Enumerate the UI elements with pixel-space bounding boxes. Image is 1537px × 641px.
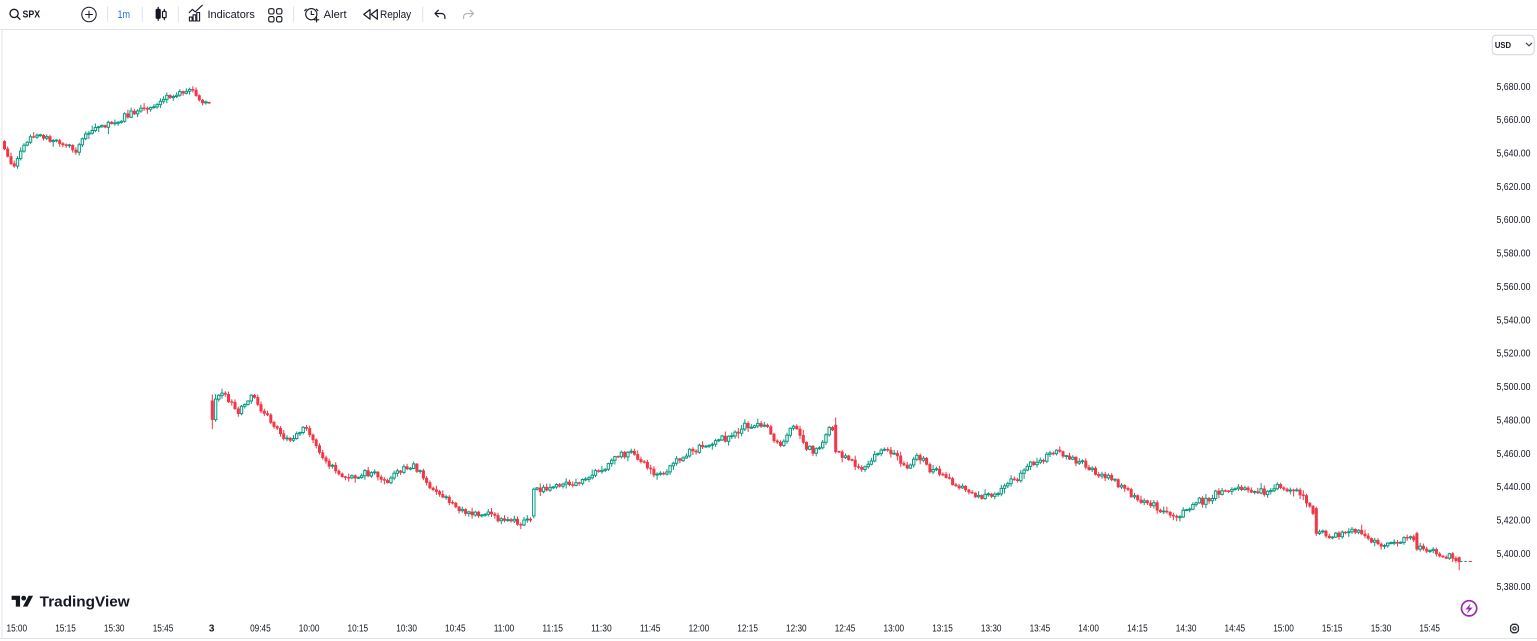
svg-text:11:00: 11:00 <box>494 624 515 635</box>
svg-text:15:00: 15:00 <box>6 624 27 635</box>
svg-text:5,580.00: 5,580.00 <box>1497 249 1531 260</box>
svg-text:15:30: 15:30 <box>104 624 125 635</box>
svg-text:5,400.00: 5,400.00 <box>1497 549 1531 560</box>
svg-text:3: 3 <box>209 624 215 635</box>
svg-text:5,500.00: 5,500.00 <box>1497 382 1531 393</box>
svg-text:13:45: 13:45 <box>1030 624 1051 635</box>
svg-text:11:15: 11:15 <box>542 624 563 635</box>
svg-text:12:15: 12:15 <box>737 624 758 635</box>
svg-text:5,620.00: 5,620.00 <box>1497 182 1531 193</box>
svg-text:11:30: 11:30 <box>591 624 612 635</box>
svg-text:09:45: 09:45 <box>250 624 271 635</box>
svg-text:14:00: 14:00 <box>1078 624 1099 635</box>
svg-text:10:15: 10:15 <box>348 624 369 635</box>
svg-text:15:15: 15:15 <box>1322 624 1343 635</box>
svg-text:5,640.00: 5,640.00 <box>1497 149 1531 160</box>
svg-text:10:00: 10:00 <box>299 624 320 635</box>
svg-text:15:00: 15:00 <box>1273 624 1294 635</box>
svg-text:5,420.00: 5,420.00 <box>1497 516 1531 527</box>
svg-text:5,460.00: 5,460.00 <box>1497 449 1531 460</box>
svg-text:10:30: 10:30 <box>396 624 417 635</box>
svg-text:5,660.00: 5,660.00 <box>1497 115 1531 126</box>
svg-text:5,480.00: 5,480.00 <box>1497 415 1531 426</box>
svg-text:14:45: 14:45 <box>1225 624 1246 635</box>
svg-text:5,600.00: 5,600.00 <box>1497 215 1531 226</box>
svg-text:5,680.00: 5,680.00 <box>1497 82 1531 93</box>
svg-text:12:30: 12:30 <box>786 624 807 635</box>
svg-text:13:30: 13:30 <box>981 624 1002 635</box>
svg-text:14:15: 14:15 <box>1127 624 1148 635</box>
svg-text:12:45: 12:45 <box>835 624 856 635</box>
svg-text:15:45: 15:45 <box>1419 624 1440 635</box>
svg-text:SPX: SPX <box>23 8 41 20</box>
svg-text:5,560.00: 5,560.00 <box>1497 282 1531 293</box>
svg-text:5,440.00: 5,440.00 <box>1497 482 1531 493</box>
svg-text:12:00: 12:00 <box>689 624 710 635</box>
svg-text:Indicators: Indicators <box>208 9 256 21</box>
svg-text:15:45: 15:45 <box>153 624 174 635</box>
svg-text:USD: USD <box>1495 41 1511 50</box>
svg-text:14:30: 14:30 <box>1176 624 1197 635</box>
svg-text:TradingView: TradingView <box>40 594 130 611</box>
svg-text:1m: 1m <box>118 9 131 21</box>
svg-text:10:45: 10:45 <box>445 624 466 635</box>
svg-text:Replay: Replay <box>380 9 412 21</box>
svg-text:15:30: 15:30 <box>1371 624 1392 635</box>
svg-text:11:45: 11:45 <box>640 624 661 635</box>
svg-text:13:15: 13:15 <box>932 624 953 635</box>
svg-text:5,520.00: 5,520.00 <box>1497 349 1531 360</box>
svg-text:5,540.00: 5,540.00 <box>1497 315 1531 326</box>
svg-text:5,380.00: 5,380.00 <box>1497 582 1531 593</box>
svg-text:13:00: 13:00 <box>884 624 905 635</box>
svg-text:Alert: Alert <box>324 9 347 21</box>
svg-text:15:15: 15:15 <box>55 624 76 635</box>
